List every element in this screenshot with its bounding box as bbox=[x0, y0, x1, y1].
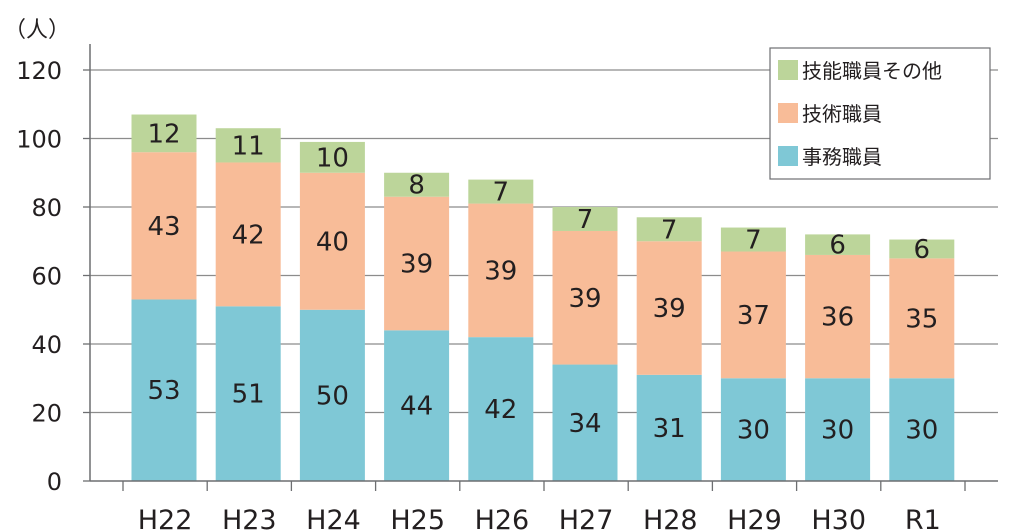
bar-segment bbox=[805, 378, 871, 481]
data-label: 7 bbox=[661, 215, 678, 245]
legend-label: 技能職員その他 bbox=[802, 59, 942, 83]
bar-segment bbox=[636, 374, 702, 481]
bar-segment bbox=[384, 196, 450, 331]
y-tick-label: 60 bbox=[31, 263, 62, 291]
data-label: 44 bbox=[400, 392, 433, 422]
data-label: 36 bbox=[821, 303, 854, 333]
data-label: 37 bbox=[737, 301, 770, 331]
x-tick-label: H23 bbox=[222, 505, 277, 532]
data-label: 8 bbox=[408, 171, 425, 201]
data-label: 30 bbox=[905, 416, 938, 446]
bar-segment bbox=[552, 230, 618, 365]
bar-segment bbox=[131, 152, 197, 300]
x-tick-label: H24 bbox=[306, 505, 361, 532]
y-tick-label: 40 bbox=[31, 331, 62, 359]
legend-swatch bbox=[778, 60, 798, 80]
data-label: 42 bbox=[232, 220, 265, 250]
data-label: 7 bbox=[493, 178, 510, 208]
bar-segment bbox=[720, 227, 786, 252]
data-label: 39 bbox=[484, 256, 517, 286]
bar-segment bbox=[468, 337, 534, 481]
data-label: 10 bbox=[316, 143, 349, 173]
legend-box bbox=[769, 47, 991, 180]
y-tick-label: 100 bbox=[16, 126, 62, 154]
x-tick-label: H27 bbox=[559, 505, 614, 532]
bar-segment bbox=[384, 172, 450, 197]
bar-segment bbox=[720, 378, 786, 481]
bar-segment bbox=[636, 241, 702, 375]
bar-segment bbox=[384, 330, 450, 481]
data-label: 39 bbox=[400, 250, 433, 280]
legend-label: 技術職員 bbox=[802, 102, 882, 126]
bar-segment bbox=[889, 258, 955, 379]
x-tick-label: H29 bbox=[727, 505, 782, 532]
bar-segment bbox=[215, 306, 281, 481]
legend-swatch bbox=[778, 103, 798, 123]
bar-segment bbox=[889, 239, 955, 259]
x-tick-label: H28 bbox=[643, 505, 698, 532]
bar-segment bbox=[131, 114, 197, 153]
data-label: 40 bbox=[316, 227, 349, 257]
data-label: 12 bbox=[147, 119, 180, 149]
y-tick-label: 0 bbox=[47, 468, 62, 496]
y-axis-unit-label: （人） bbox=[4, 18, 70, 43]
data-label: 7 bbox=[745, 226, 762, 256]
data-label: 11 bbox=[232, 131, 265, 161]
bars: 53 43 12 51 42 11 50 40 10 44 39 8 42 39 7 34 39 7 31 39 7 30… bbox=[131, 114, 955, 481]
data-label: 53 bbox=[147, 376, 180, 406]
x-axis-ticks: H22 H23 H24 H25 H26 H27 H28 H29 H30 R1 bbox=[122, 481, 966, 532]
data-label: 30 bbox=[737, 416, 770, 446]
data-label: 6 bbox=[914, 235, 931, 265]
y-axis-ticks: 0 20 40 60 80 100 120 bbox=[16, 57, 90, 496]
bar-segment bbox=[636, 217, 702, 242]
bar-segment bbox=[299, 172, 365, 310]
bar-segment bbox=[215, 128, 281, 163]
bar-segment bbox=[552, 207, 618, 231]
y-tick-label: 80 bbox=[31, 194, 62, 222]
data-label: 35 bbox=[905, 304, 938, 334]
x-tick-label: H25 bbox=[390, 505, 445, 532]
y-tick-label: 20 bbox=[31, 400, 62, 428]
data-label: 39 bbox=[568, 284, 601, 314]
bar-segment bbox=[805, 254, 871, 379]
data-label: 30 bbox=[821, 416, 854, 446]
bar-segment bbox=[131, 299, 197, 481]
bar-segment bbox=[720, 251, 786, 379]
data-label: 39 bbox=[653, 294, 686, 324]
x-tick-label: H30 bbox=[811, 505, 866, 532]
data-label: 42 bbox=[484, 395, 517, 425]
x-tick-label: R1 bbox=[905, 505, 941, 532]
data-label: 43 bbox=[147, 212, 180, 242]
x-tick-label: H22 bbox=[138, 505, 193, 532]
bar-segment bbox=[552, 364, 618, 481]
y-tick-label: 120 bbox=[16, 57, 62, 85]
data-label: 51 bbox=[232, 380, 265, 410]
data-label: 50 bbox=[316, 381, 349, 411]
data-label: 6 bbox=[829, 231, 846, 261]
bar-segment bbox=[468, 203, 534, 338]
bar-segment bbox=[805, 234, 871, 255]
x-tick-label: H26 bbox=[475, 505, 530, 532]
bar-segment bbox=[215, 162, 281, 307]
data-label: 34 bbox=[568, 409, 601, 439]
legend-label: 事務職員 bbox=[802, 145, 882, 169]
bar-segment bbox=[299, 309, 365, 481]
bar-segment bbox=[889, 378, 955, 481]
data-label: 31 bbox=[653, 414, 686, 444]
legend-swatch bbox=[778, 146, 798, 166]
data-label: 7 bbox=[577, 205, 594, 235]
bar-segment bbox=[299, 141, 365, 173]
bar-segment bbox=[468, 179, 534, 204]
